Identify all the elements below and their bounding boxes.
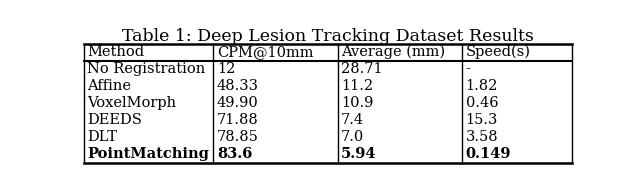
Text: Table 1: Deep Lesion Tracking Dataset Results: Table 1: Deep Lesion Tracking Dataset Re… [122,28,534,45]
Text: 28.71: 28.71 [341,62,383,76]
Text: 5.94: 5.94 [341,147,377,161]
Text: 11.2: 11.2 [341,79,373,93]
Text: 7.4: 7.4 [341,113,364,127]
Text: 3.58: 3.58 [466,130,499,144]
Text: CPM@10mm: CPM@10mm [217,45,313,59]
Text: Speed(s): Speed(s) [466,45,531,59]
Text: PointMatching: PointMatching [88,147,209,161]
Text: 0.149: 0.149 [466,147,511,161]
Text: 10.9: 10.9 [341,96,374,110]
Text: 83.6: 83.6 [217,147,252,161]
Text: 15.3: 15.3 [466,113,498,127]
Text: VoxelMorph: VoxelMorph [88,96,177,110]
Text: 1.82: 1.82 [466,79,498,93]
Text: 0.46: 0.46 [466,96,499,110]
Text: 12: 12 [217,62,235,76]
Text: Average (mm): Average (mm) [341,45,445,59]
Text: Affine: Affine [88,79,131,93]
Text: 49.90: 49.90 [217,96,259,110]
Text: -: - [466,62,470,76]
Text: 7.0: 7.0 [341,130,365,144]
Text: 48.33: 48.33 [217,79,259,93]
Text: DEEDS: DEEDS [88,113,142,127]
Text: 78.85: 78.85 [217,130,259,144]
Text: 71.88: 71.88 [217,113,259,127]
Text: No Registration: No Registration [88,62,205,76]
Text: DLT: DLT [88,130,118,144]
Text: Method: Method [88,45,145,59]
